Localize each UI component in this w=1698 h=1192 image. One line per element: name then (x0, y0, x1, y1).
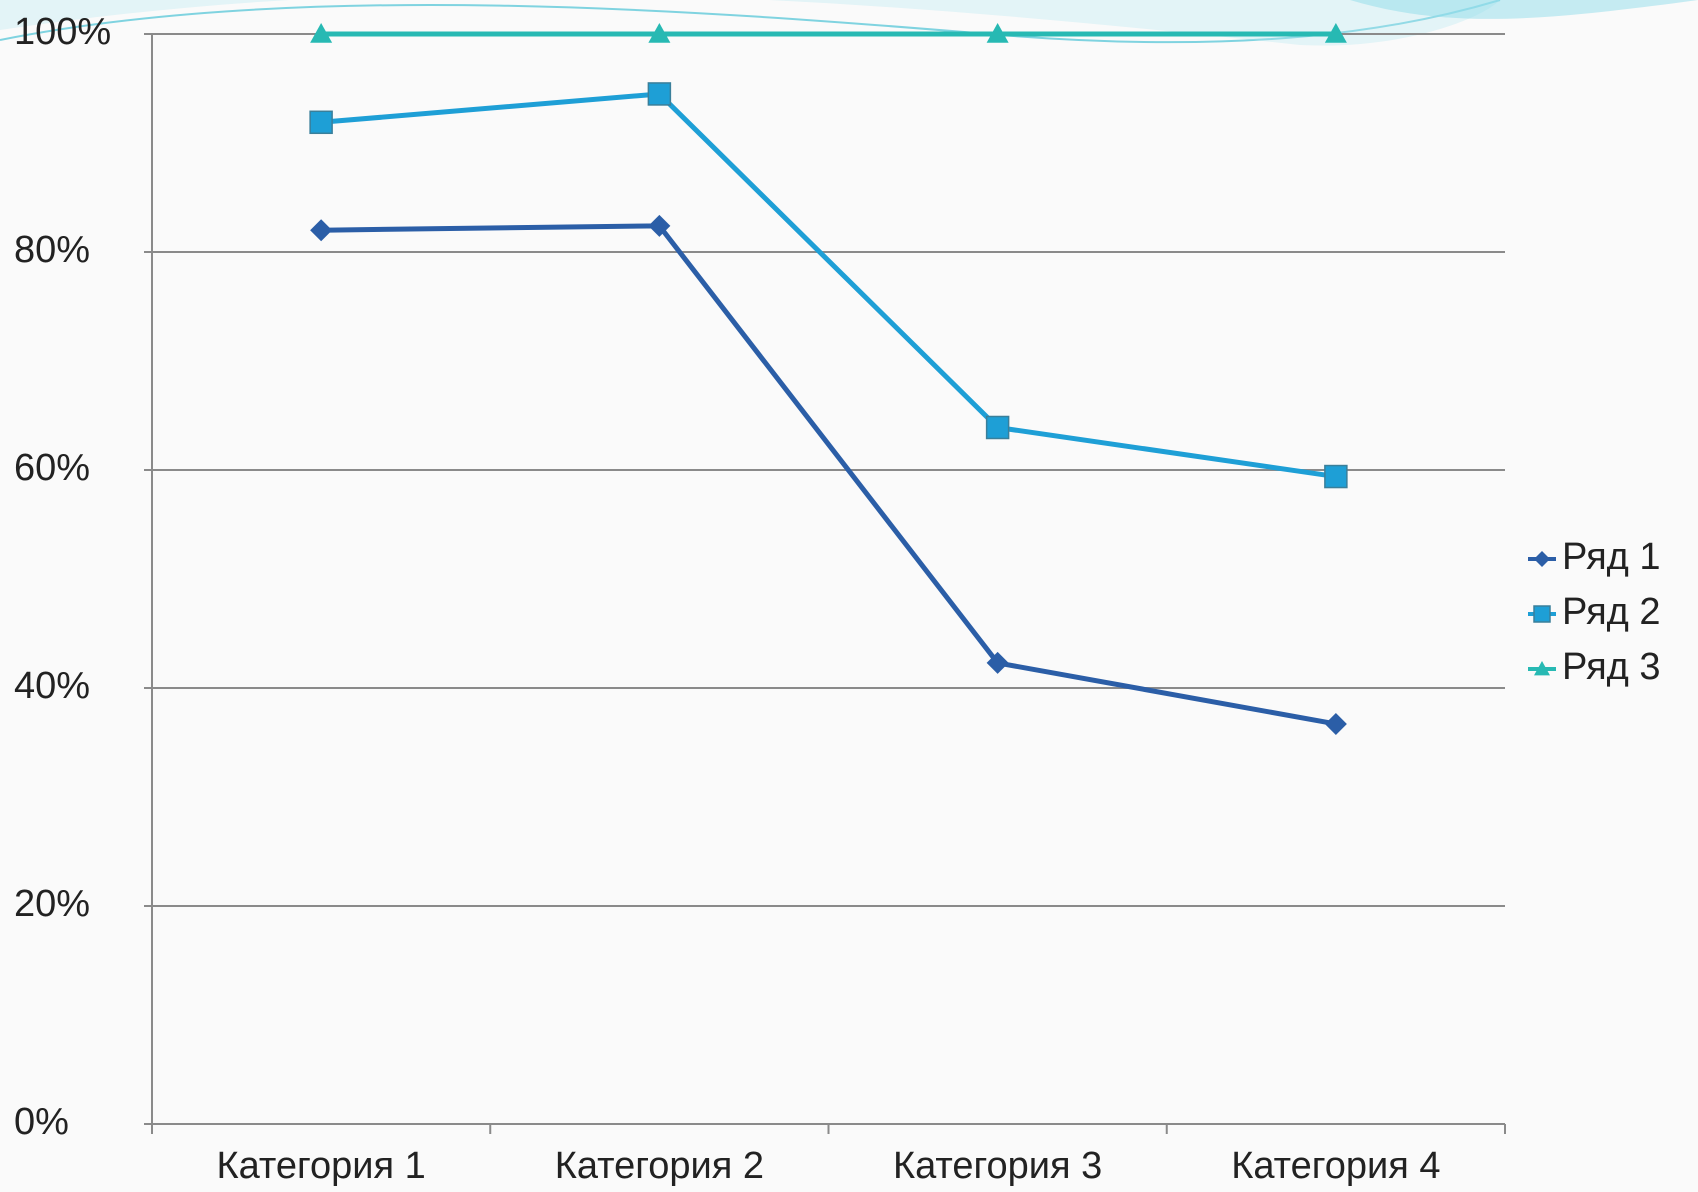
x-tick-label: Категория 4 (1231, 1145, 1440, 1187)
legend-label: Ряд 3 (1562, 646, 1661, 688)
legend-label: Ряд 2 (1562, 591, 1661, 633)
y-tick-label: 60% (14, 447, 90, 489)
point-marker (1325, 466, 1347, 488)
y-tick-label: 100% (14, 11, 111, 53)
y-tick-label: 20% (14, 883, 90, 925)
y-tick-label: 40% (14, 665, 90, 707)
x-tick-label: Категория 3 (893, 1145, 1102, 1187)
point-marker (987, 416, 1009, 438)
y-tick-label: 80% (14, 229, 90, 271)
point-marker (310, 111, 332, 133)
y-tick-label: 0% (14, 1101, 69, 1143)
x-tick-label: Категория 2 (555, 1145, 764, 1187)
chart: 0% 20% 40% 60% 80% 100% Категория 1 Категория 2… (0, 0, 1698, 1192)
background (0, 0, 1698, 1192)
point-marker (648, 83, 670, 105)
x-tick-label: Категория 1 (216, 1145, 425, 1187)
legend-label: Ряд 1 (1562, 536, 1661, 578)
legend-marker (1534, 606, 1550, 622)
